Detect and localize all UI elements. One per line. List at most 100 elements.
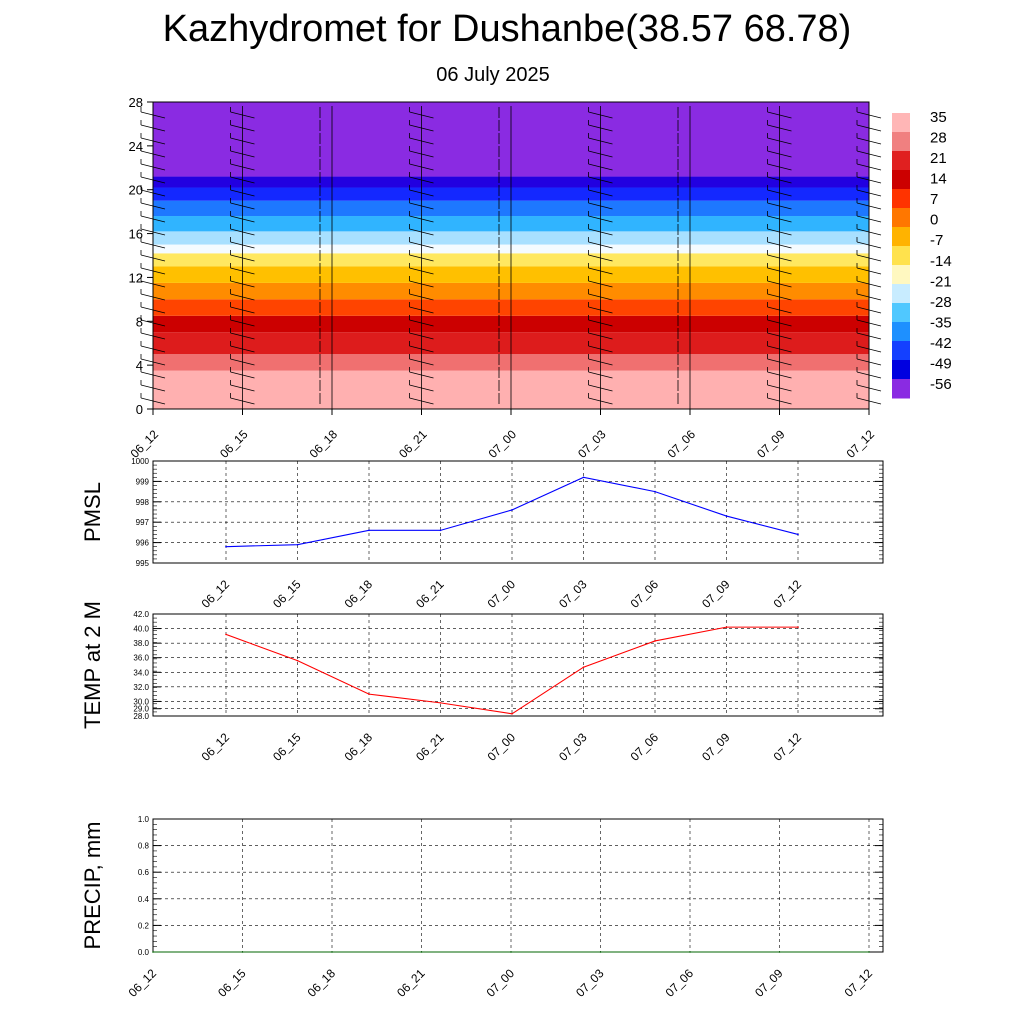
y-tick-label: 28 (129, 95, 143, 110)
temp-data-point (582, 666, 585, 668)
wind-barb (588, 189, 613, 197)
y-tick-label: 20 (129, 183, 143, 198)
colorbar-label: 0 (930, 212, 938, 229)
pmsl-data-point (368, 529, 370, 532)
wind-barb (409, 163, 434, 171)
pmsl-y-axis-label: PMSL (80, 482, 105, 542)
colorbar-label: -49 (930, 355, 952, 372)
temp-data-point (439, 702, 442, 704)
temp-x-tick-label: 06_12 (199, 730, 233, 764)
x-tick-label: 07_06 (665, 427, 699, 461)
temp-x-tick-label: 06_21 (413, 730, 447, 764)
y-tick-label: 4 (136, 358, 143, 373)
colorbar-segment (892, 322, 910, 342)
wind-barb (409, 215, 434, 223)
wind-barb (230, 241, 255, 249)
temp-panel (152, 613, 884, 717)
pmsl-x-tick-label: 07_06 (628, 577, 662, 611)
wind-barb (588, 111, 613, 119)
precip-y-tick-label: 0.6 (138, 868, 150, 877)
wind-barb (409, 319, 434, 327)
x-tick-label: 06_15 (217, 427, 251, 461)
wind-barb (767, 137, 792, 145)
wind-barb (767, 293, 792, 301)
wind-barb (230, 267, 255, 275)
colorbar-segment (892, 208, 910, 228)
pmsl-y-tick-label: 995 (136, 559, 150, 568)
colorbar-segment (892, 170, 910, 190)
wind-barb (588, 267, 613, 275)
wind-barb (409, 150, 434, 158)
wind-barb (767, 163, 792, 171)
wind-barb (767, 215, 792, 223)
precip-data-point (152, 951, 154, 953)
precip-data-point (241, 951, 244, 953)
wind-barb (409, 137, 434, 145)
pmsl-data-point (654, 490, 656, 493)
colorbar-label: 7 (930, 191, 938, 208)
wind-barb (588, 358, 613, 366)
temp-data-point (725, 626, 728, 628)
wind-barb (767, 176, 792, 184)
wind-barb (767, 111, 792, 119)
wind-barb (230, 280, 255, 288)
wind-barb (588, 306, 613, 314)
precip-x-tick-label: 07_00 (484, 966, 518, 1000)
precip-x-tick-label: 06_21 (394, 966, 428, 1000)
wind-barb (409, 267, 434, 275)
wind-barb (767, 124, 792, 132)
pmsl-y-tick-label: 997 (136, 518, 150, 527)
colorbar-segment (892, 113, 910, 133)
temp-x-tick-label: 07_09 (699, 730, 733, 764)
temp-data-point (368, 693, 370, 695)
pmsl-y-tick-label: 999 (136, 477, 150, 486)
pmsl-y-tick-label: 1000 (131, 457, 149, 466)
wind-barb (767, 280, 792, 288)
wind-barb (230, 228, 255, 236)
temp-data-point (654, 640, 656, 642)
pmsl-y-tick-label: 996 (136, 539, 150, 548)
wind-barb (767, 189, 792, 197)
wind-barb (767, 241, 792, 249)
wind-barb (230, 176, 255, 184)
wind-barb (409, 111, 434, 119)
wind-barb (588, 254, 613, 262)
x-tick-label: 07_12 (844, 427, 878, 461)
temp-data-point (225, 633, 227, 636)
wind-barb (409, 254, 434, 262)
pmsl-x-tick-label: 06_18 (342, 577, 376, 611)
wind-barb (230, 293, 255, 301)
precip-y-tick-label: 1.0 (138, 815, 150, 824)
wind-barb (230, 150, 255, 158)
precip-x-tick-label: 07_12 (842, 966, 876, 1000)
colorbar-label: -56 (930, 376, 952, 393)
pmsl-x-tick-label: 06_21 (413, 577, 447, 611)
precip-x-tick-label: 06_18 (305, 966, 339, 1000)
precip-data-point (778, 951, 781, 953)
precip-x-tick-label: 07_06 (663, 966, 697, 1000)
wind-barb (767, 319, 792, 327)
temp-y-tick-label: 32.0 (133, 683, 149, 692)
wind-barb (588, 228, 613, 236)
wind-barb (409, 241, 434, 249)
colorbar-label: -21 (930, 273, 952, 290)
wind-barb (409, 358, 434, 366)
precip-y-tick-label: 0.0 (138, 948, 150, 957)
pmsl-frame (152, 460, 884, 564)
wind-barb (230, 124, 255, 132)
wind-barb (230, 111, 255, 119)
x-tick-label: 07_09 (754, 427, 788, 461)
wind-barb (588, 202, 613, 210)
colorbar-segment (892, 284, 910, 304)
pmsl-data-point (296, 543, 299, 546)
pmsl-x-tick-label: 07_12 (771, 577, 805, 611)
colorbar-label: -28 (930, 294, 952, 311)
colorbar-label: -35 (930, 314, 952, 331)
wind-barb (588, 384, 613, 392)
wind-barb (230, 397, 255, 405)
wind-barb (767, 150, 792, 158)
temp-y-tick-label: 34.0 (133, 668, 149, 677)
temp-x-tick-label: 06_18 (342, 730, 376, 764)
wind-barb (588, 124, 613, 132)
x-tick-label: 06_21 (396, 427, 430, 461)
